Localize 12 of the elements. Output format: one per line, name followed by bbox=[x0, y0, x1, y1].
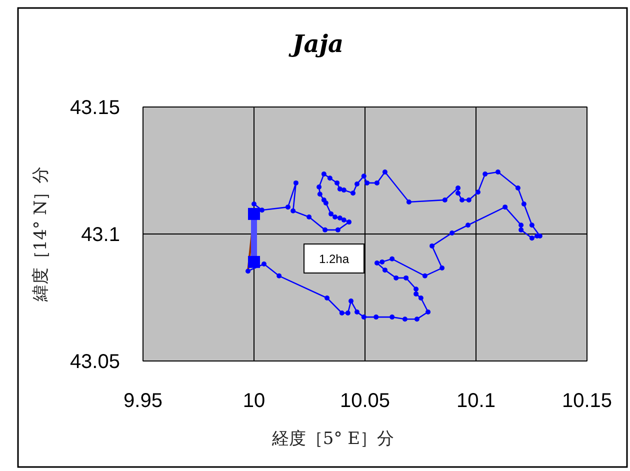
x-tick-label: 9.95 bbox=[124, 390, 162, 412]
x-tick-label: 10.05 bbox=[340, 390, 390, 412]
y-tick-label: 43.15 bbox=[70, 97, 120, 119]
y-tick-label: 43.1 bbox=[81, 224, 120, 246]
x-axis-title: 経度［5° E］分 bbox=[270, 429, 394, 449]
x-tick-label: 10.15 bbox=[562, 390, 612, 412]
y-tick-label: 43.05 bbox=[70, 351, 120, 373]
annotation: 1.2ha bbox=[318, 252, 350, 266]
chart-title: Jaja bbox=[288, 29, 344, 58]
x-tick-label: 10 bbox=[242, 390, 266, 412]
x-tick-label: 10.1 bbox=[456, 390, 496, 412]
y-axis-title: 緯度［14° N］分 bbox=[31, 166, 51, 303]
